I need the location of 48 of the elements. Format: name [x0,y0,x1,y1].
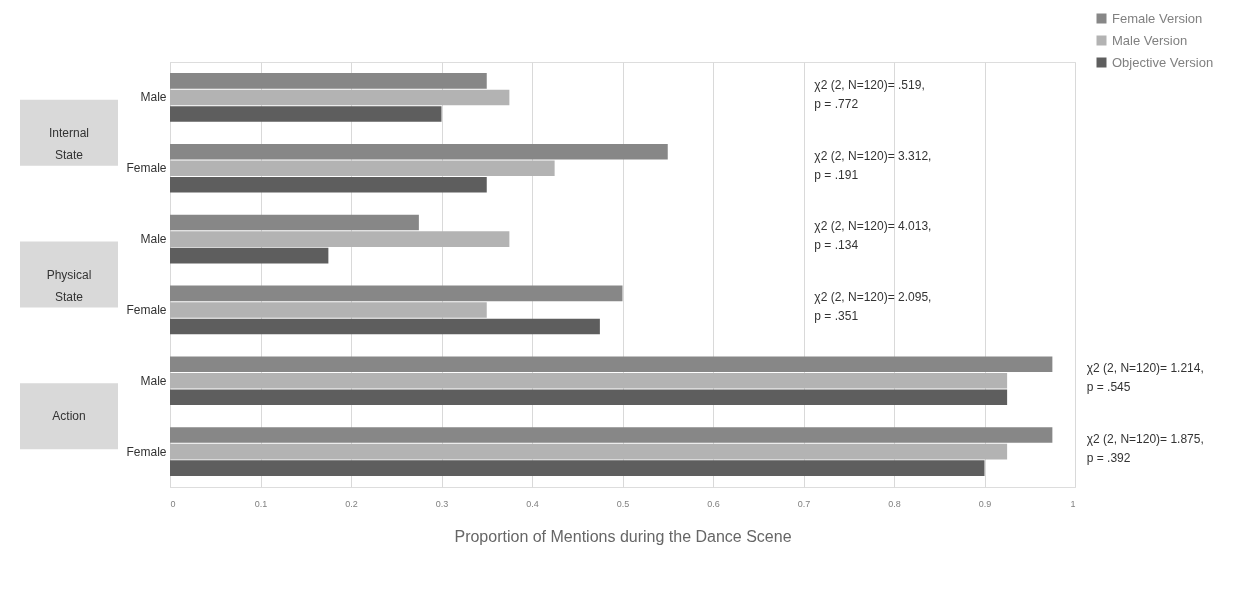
y-tick-label: Female [126,302,167,317]
text: χ2 (2, N=120)= 1.875, p = .392 [1086,431,1204,465]
legend-label: Female Version [1112,10,1203,26]
y-tick-label: Female [126,444,167,459]
bar [170,318,600,335]
annotation: χ2 (2, N=120)= .519, p = .772 [814,77,925,111]
x-tick-label: 0.4 [526,498,539,509]
x-tick-label: 0 [170,498,176,509]
y-tick-label: Male [140,373,167,388]
annotation: χ2 (2, N=120)= 2.095, p = .351 [814,290,932,324]
bar [170,285,623,302]
bar [170,231,510,247]
y-tick-label: Male [140,90,167,105]
bar [170,73,487,89]
x-tick-label: 0.5 [616,498,630,509]
annotation: χ2 (2, N=120)= 4.013, p = .134 [814,219,932,253]
bar [170,460,985,476]
text: Physical State [46,267,92,304]
x-tick-label: 0.1 [254,498,268,509]
legend-label: Objective Version [1112,54,1214,70]
bar [170,176,487,193]
text: Internal State [48,125,90,162]
bar [170,89,510,106]
text: Action [52,409,86,424]
annotation: χ2 (2, N=120)= 3.312, p = .191 [814,148,932,182]
legend-label: Male Version [1112,32,1188,48]
bar [170,372,1008,389]
x-tick-label: 0.3 [435,498,449,509]
bar [170,143,668,160]
text: χ2 (2, N=120)= 1.214, p = .545 [1086,361,1204,395]
bar [170,106,442,122]
y-tick-label: Male [140,232,167,247]
x-tick-label: 0.8 [888,498,901,509]
x-tick-label: 0.9 [978,498,992,509]
x-tick-label: 0.6 [707,498,720,509]
bar [170,427,1053,443]
y-tick-label: Female [126,161,167,176]
bar [170,160,555,177]
bar [170,302,487,318]
bar [170,389,1008,406]
bar [170,443,1008,460]
bar [170,247,329,264]
x-tick-label: 0.2 [345,498,358,509]
bar [170,214,419,231]
x-axis-title: Proportion of Mentions during the Dance Scene [454,527,792,545]
bar [170,356,1053,373]
x-tick-label: 1 [1070,498,1076,509]
x-tick-label: 0.7 [797,498,811,509]
